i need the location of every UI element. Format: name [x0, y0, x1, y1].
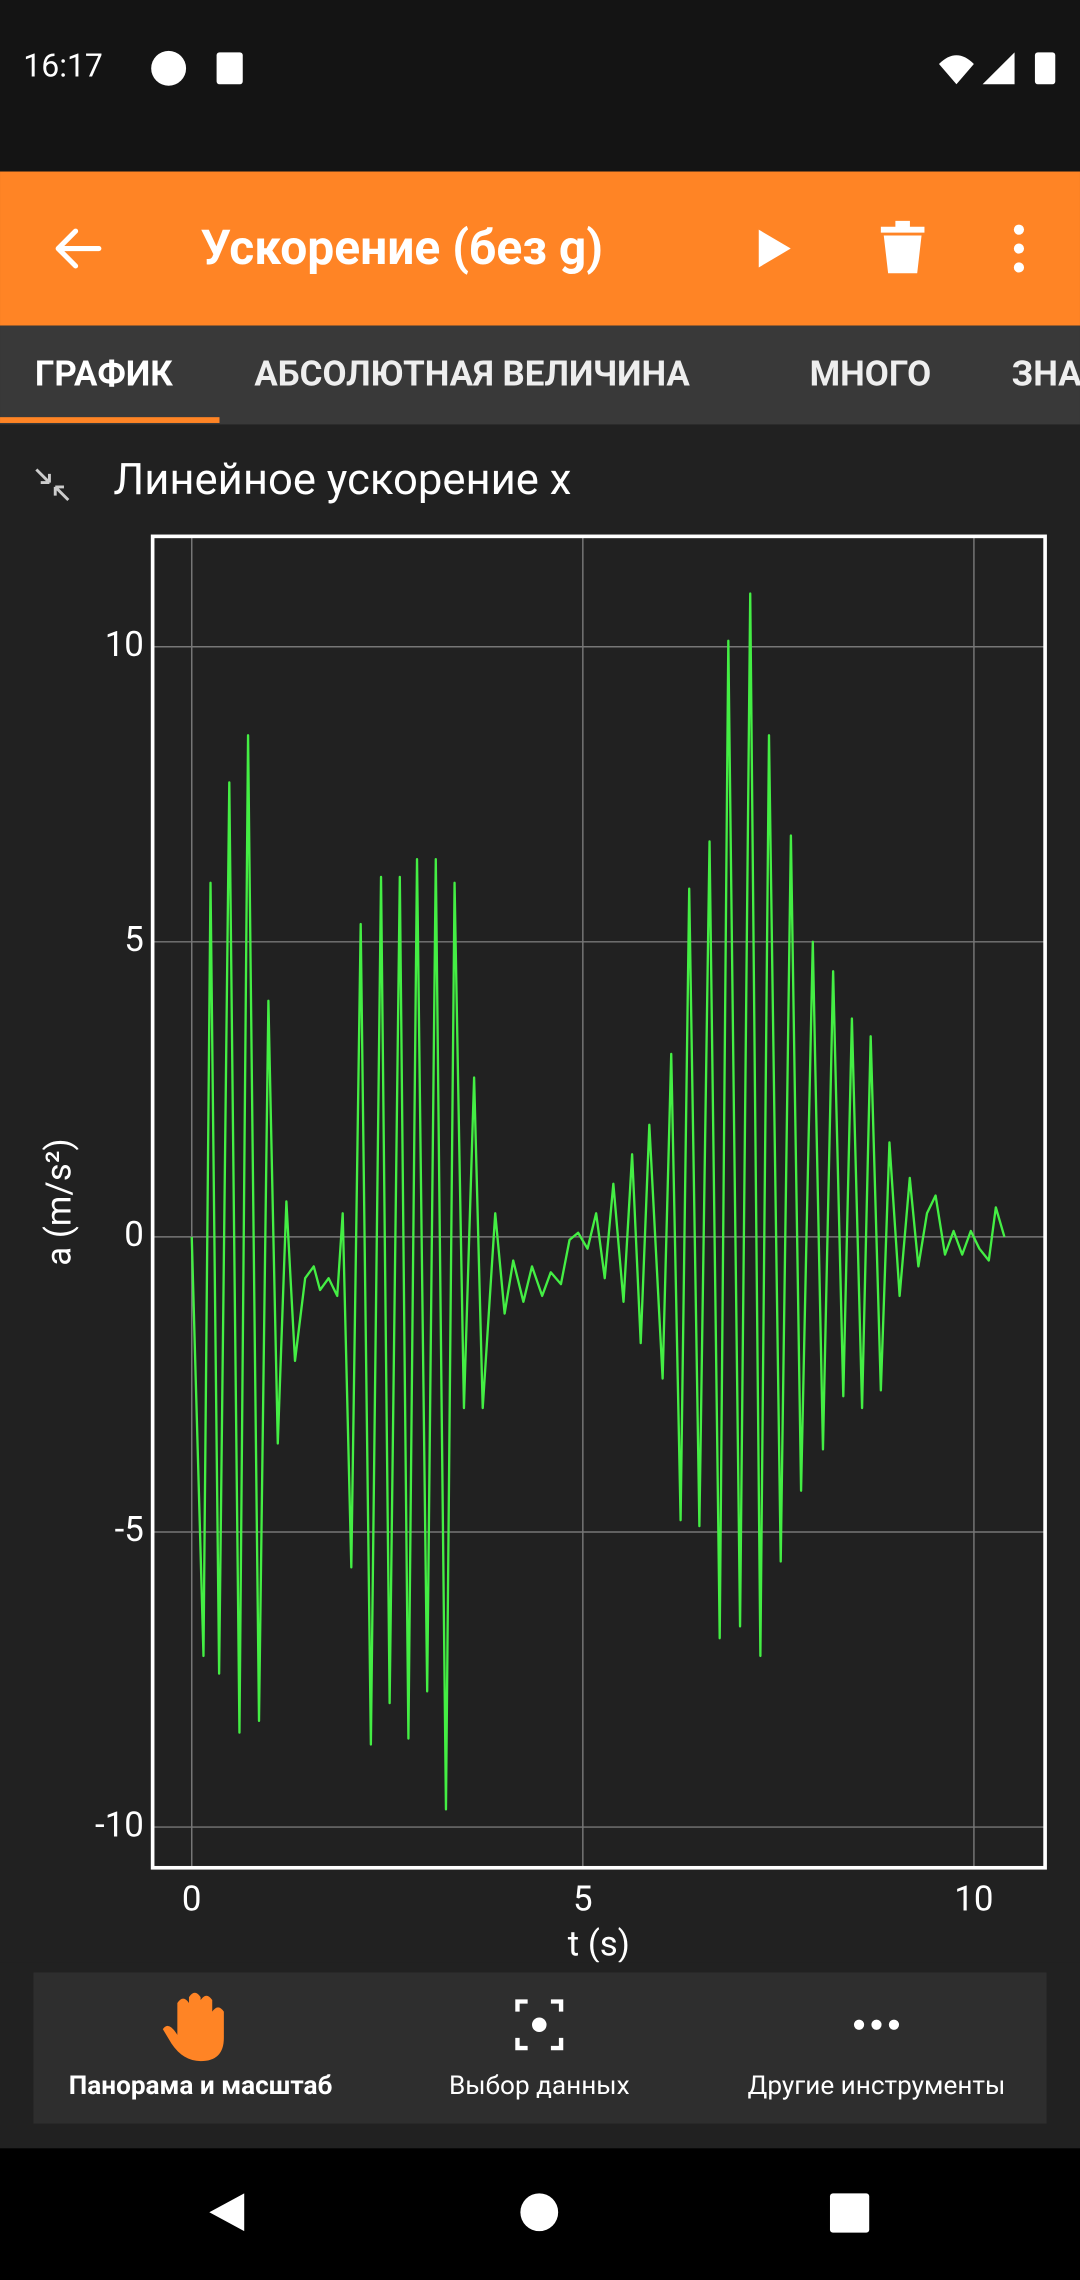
status-time: 16:17 — [23, 47, 103, 85]
select-icon — [515, 1999, 564, 2051]
delete-button[interactable] — [880, 220, 925, 274]
more-button[interactable] — [1013, 224, 1025, 273]
x-tick-label: 5 — [573, 1878, 593, 1919]
more-tools-icon — [853, 2019, 900, 2030]
tool-label[interactable]: Другие инструменты — [748, 2071, 1006, 2101]
tool-label[interactable]: Панорама и масштаб — [69, 2071, 333, 2101]
nav-back[interactable] — [209, 2193, 245, 2232]
tab-bar — [0, 325, 1080, 425]
status-icon — [151, 50, 187, 86]
tab[interactable]: АБСОЛЮТНАЯ ВЕЛИЧИНА — [254, 354, 690, 395]
section-title: Линейное ускорение x — [113, 454, 571, 505]
plot-frame — [150, 534, 1047, 1870]
tab[interactable]: ЗНА — [1012, 354, 1080, 395]
x-tick-label: 0 — [182, 1878, 202, 1919]
tab[interactable]: ГРАФИК — [35, 354, 173, 395]
wifi-icon — [938, 55, 974, 85]
pan-icon — [162, 1992, 224, 2062]
play-button[interactable] — [758, 229, 791, 268]
back-button[interactable] — [55, 228, 102, 269]
status-icon — [216, 52, 243, 85]
tab-indicator — [0, 417, 220, 423]
x-tick-label: 10 — [954, 1878, 993, 1919]
tool-label[interactable]: Выбор данных — [449, 2071, 630, 2101]
y-tick-label: -10 — [95, 1804, 144, 1845]
select-icon-dot — [532, 2017, 547, 2033]
status-bar — [0, 0, 1080, 172]
collapse-icon[interactable] — [35, 468, 70, 502]
x-axis-label: t (s) — [568, 1923, 630, 1964]
nav-home[interactable] — [520, 2193, 559, 2232]
battery-icon — [1034, 52, 1056, 85]
tab[interactable]: МНОГО — [810, 354, 932, 395]
data-line — [190, 592, 1006, 1811]
nav-recents[interactable] — [829, 2193, 870, 2233]
y-tick-label: 10 — [105, 624, 144, 665]
y-axis-label: a (m/s²) — [38, 1138, 79, 1265]
y-tick-label: -5 — [115, 1509, 144, 1550]
y-tick-label: 0 — [124, 1214, 144, 1255]
toolbar-title: Ускорение (без g) — [201, 220, 603, 276]
y-tick-label: 5 — [124, 919, 144, 960]
